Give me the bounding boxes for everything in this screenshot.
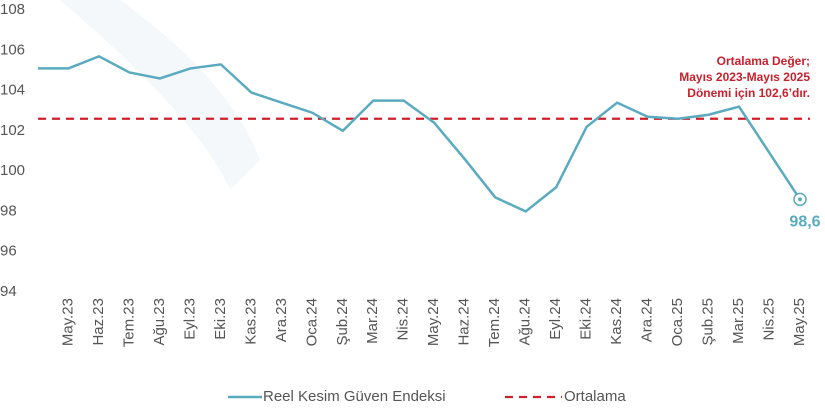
x-tick-label: Eyl.24 — [547, 298, 564, 340]
x-tick-label: Haz.23 — [90, 298, 107, 346]
x-tick-label: Eyl.23 — [181, 298, 198, 340]
x-tick-label: Eki.24 — [578, 298, 595, 340]
value-label: 98,6 — [789, 214, 820, 231]
y-tick-label: 108 — [0, 1, 25, 18]
x-tick-label: Kas.24 — [608, 298, 625, 345]
x-tick-label: Tem.24 — [486, 298, 503, 347]
x-tick-label: Haz.24 — [456, 298, 473, 346]
x-tick-label: Nis.25 — [760, 298, 777, 341]
y-tick-label: 106 — [0, 41, 25, 58]
y-tick-label: 96 — [0, 243, 17, 260]
x-tick-label: Tem.23 — [120, 298, 137, 347]
legend-label: Reel Kesim Güven Endeksi — [263, 388, 446, 405]
x-tick-label: Nis.24 — [395, 298, 412, 341]
x-tick-label: Mar.24 — [364, 298, 381, 344]
x-tick-label: Ağu.23 — [151, 298, 168, 346]
x-tick-label: May.25 — [791, 298, 808, 346]
x-tick-label: Eki.23 — [212, 298, 229, 340]
y-tick-label: 98 — [0, 202, 17, 219]
annotation: Dönemi için 102,6’dır. — [687, 86, 810, 100]
x-tick-label: Şub.24 — [334, 298, 351, 346]
y-tick-label: 104 — [0, 82, 25, 99]
x-tick-label: May.24 — [425, 298, 442, 346]
x-tick-label: Ağu.24 — [517, 298, 534, 346]
watermark — [60, 0, 260, 190]
x-tick-label: Mar.25 — [730, 298, 747, 344]
series-line — [38, 54, 802, 213]
y-tick-label: 102 — [0, 122, 25, 139]
legend-label: Ortalama — [564, 388, 626, 405]
annotation: Ortalama Değer; — [717, 54, 810, 68]
annotation: Mayıs 2023-Mayıs 2025 — [679, 70, 810, 84]
x-tick-label: May.23 — [59, 298, 76, 346]
x-tick-label: Oca.24 — [303, 298, 320, 346]
y-tick-label: 94 — [0, 283, 17, 300]
end-marker-dot — [798, 197, 802, 202]
x-tick-label: Şub.25 — [700, 298, 717, 346]
x-tick-label: Ara.23 — [273, 298, 290, 342]
y-tick-label: 100 — [0, 162, 25, 179]
x-tick-label: Kas.23 — [242, 298, 259, 345]
x-tick-label: Ara.24 — [639, 298, 656, 342]
x-tick-label: Oca.25 — [669, 298, 686, 346]
